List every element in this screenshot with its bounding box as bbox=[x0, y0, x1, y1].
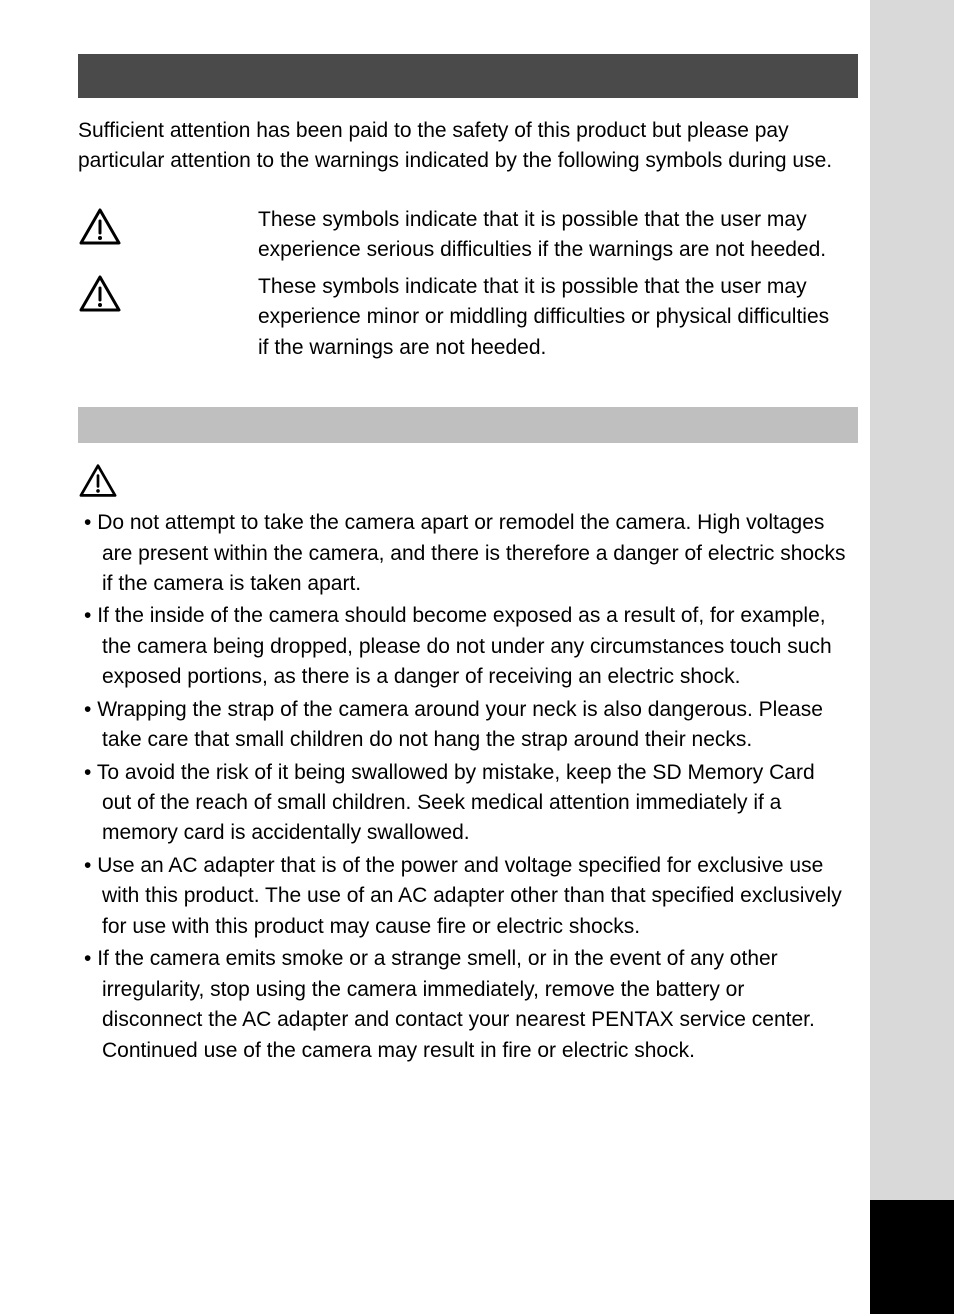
list-item: Use an AC adapter that is of the power a… bbox=[78, 851, 848, 942]
list-item: Wrapping the strap of the camera around … bbox=[78, 695, 848, 756]
list-item: Do not attempt to take the camera apart … bbox=[78, 508, 848, 599]
list-item: If the camera emits smoke or a strange s… bbox=[78, 944, 848, 1066]
symbol-cell bbox=[78, 205, 258, 252]
symbol-definition-row: These symbols indicate that it is possib… bbox=[78, 205, 860, 266]
warning-triangle-icon bbox=[78, 207, 122, 252]
right-sidebar-bottom bbox=[870, 1200, 954, 1314]
symbol-definition-text: These symbols indicate that it is possib… bbox=[258, 205, 838, 266]
intro-paragraph: Sufficient attention has been paid to th… bbox=[78, 116, 838, 177]
warning-section-icon bbox=[78, 463, 860, 504]
symbol-definition-text: These symbols indicate that it is possib… bbox=[258, 272, 838, 363]
right-sidebar bbox=[870, 0, 954, 1200]
symbol-definition-row: These symbols indicate that it is possib… bbox=[78, 272, 860, 363]
content-area: Sufficient attention has been paid to th… bbox=[0, 0, 860, 1066]
list-item: If the inside of the camera should becom… bbox=[78, 601, 848, 692]
list-item: To avoid the risk of it being swallowed … bbox=[78, 758, 848, 849]
section-header-grey-band bbox=[78, 407, 858, 443]
symbol-cell bbox=[78, 272, 258, 319]
warning-triangle-icon bbox=[78, 463, 118, 504]
page-body: Sufficient attention has been paid to th… bbox=[0, 0, 870, 1314]
warning-bullet-list: Do not attempt to take the camera apart … bbox=[78, 508, 848, 1066]
section-header-dark-band bbox=[78, 54, 858, 98]
warning-triangle-icon bbox=[78, 274, 122, 319]
